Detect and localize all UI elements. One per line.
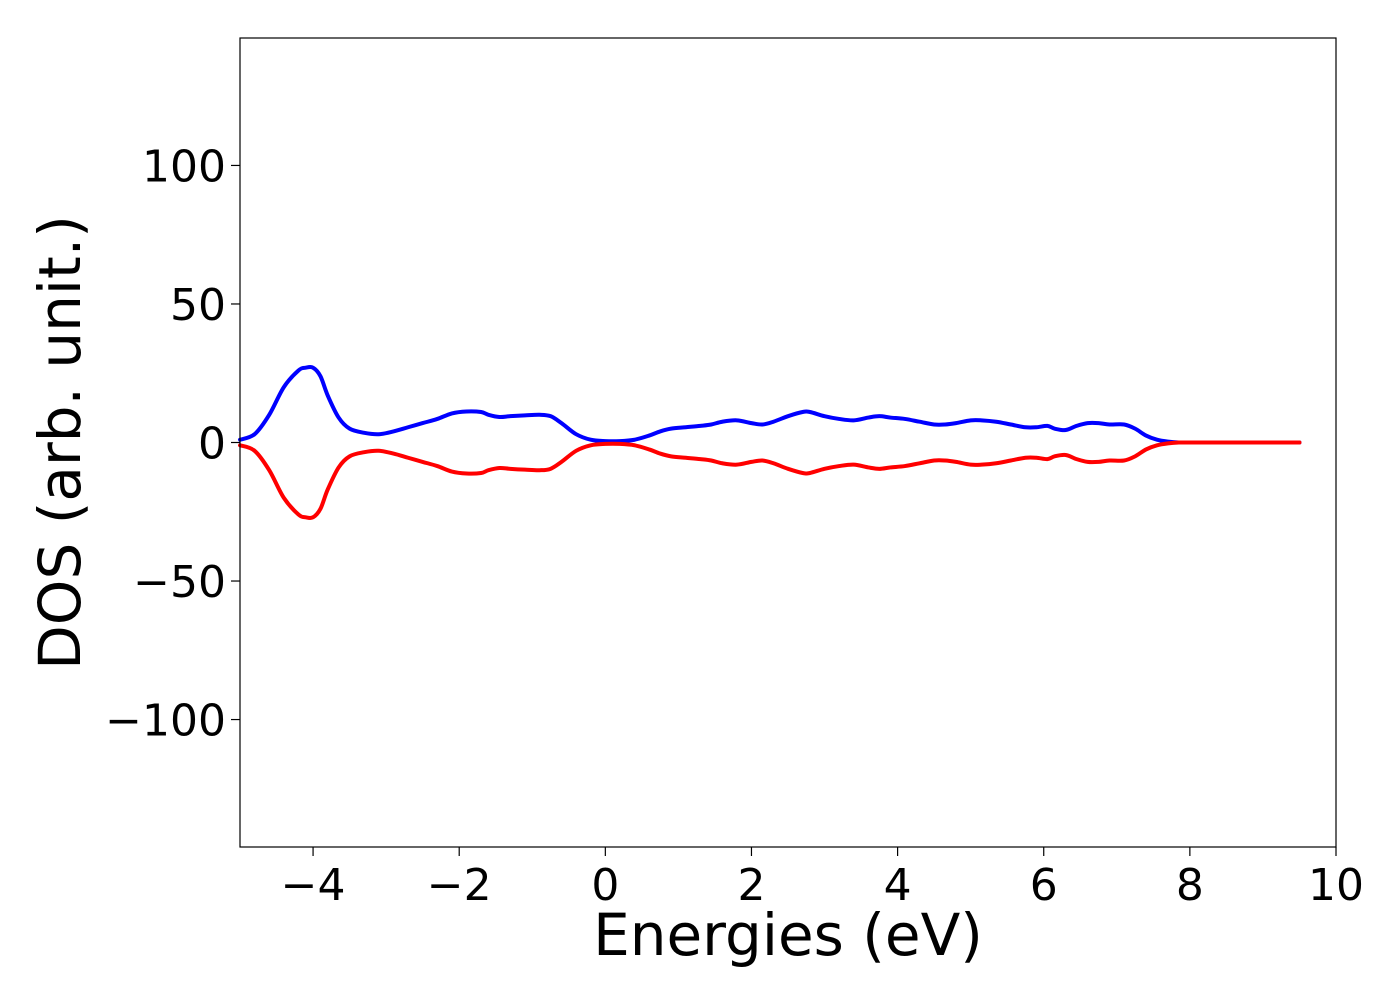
y-tick-label: 50 [170, 280, 226, 331]
series-layer [238, 364, 1302, 521]
x-tick-label: 0 [591, 860, 619, 911]
x-tick-label: 6 [1030, 860, 1058, 911]
y-tick-label: −50 [133, 557, 226, 608]
y-tick-label: 100 [142, 141, 226, 192]
x-axis-title: Energies (eV) [593, 901, 983, 969]
y-axis-title: DOS (arb. unit.) [26, 215, 94, 670]
x-tick-label: 8 [1176, 860, 1204, 911]
dos-series-line-up [238, 364, 1302, 445]
x-tick-label: 4 [884, 860, 912, 911]
x-tick-label: −4 [281, 860, 346, 911]
x-tick-label: −2 [427, 860, 492, 911]
plot-frame [239, 37, 1337, 848]
y-tick-label: 0 [198, 419, 226, 470]
dos-series-line-down [238, 440, 1302, 521]
x-tick-label: 2 [737, 860, 765, 911]
y-tick-label: −100 [105, 696, 226, 747]
tick-layer: −4 −2 0 2 4 6 8 10 100 50 0 −50 −100 [105, 141, 1364, 911]
x-tick-label: 10 [1308, 860, 1364, 911]
